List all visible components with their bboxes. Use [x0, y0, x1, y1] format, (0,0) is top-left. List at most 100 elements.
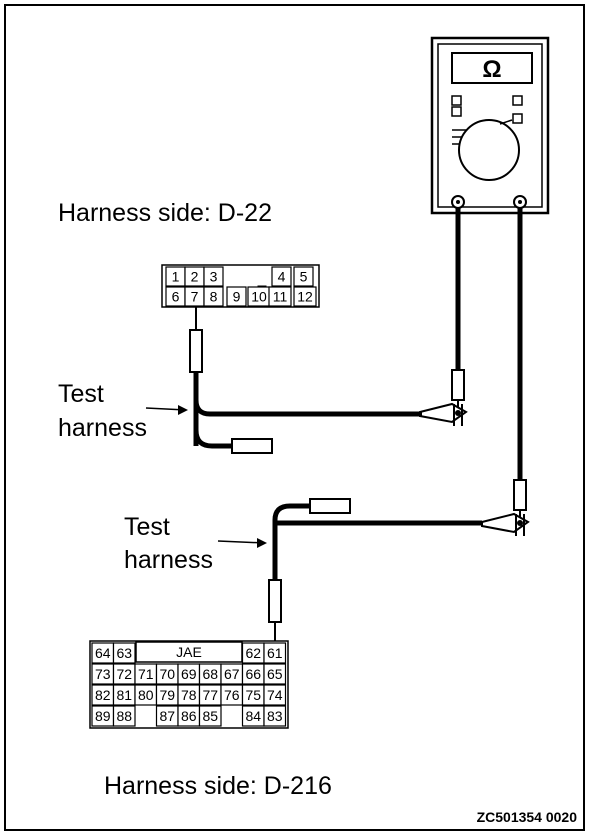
- connector-d216-pin: 65: [263, 663, 287, 685]
- connector-d216-pin: 77: [198, 684, 222, 706]
- connector-d216-pin: 66: [241, 663, 265, 685]
- svg-text:83: 83: [267, 708, 283, 724]
- meter-button[interactable]: [451, 95, 462, 106]
- svg-text:1: 1: [172, 269, 180, 285]
- figure-code: ZC501354 0020: [477, 809, 578, 825]
- svg-text:76: 76: [224, 687, 240, 703]
- meter-button[interactable]: [512, 95, 523, 106]
- svg-text:62: 62: [245, 645, 261, 661]
- svg-text:77: 77: [202, 687, 218, 703]
- svg-text:7: 7: [191, 289, 199, 305]
- diagram-frame: [4, 4, 585, 831]
- connector-d216-pin: 88: [112, 705, 136, 727]
- connector-d22-pin: 4: [271, 266, 292, 287]
- svg-text:69: 69: [181, 666, 197, 682]
- harness-side-label-bottom: Harness side: D-216: [104, 772, 332, 800]
- test-harness-label-top-line2: harness: [58, 414, 147, 442]
- svg-text:88: 88: [116, 708, 132, 724]
- connector-d22-pin: 12: [293, 286, 317, 307]
- svg-text:82: 82: [95, 687, 111, 703]
- svg-text:89: 89: [95, 708, 111, 724]
- harness-side-label-top: Harness side: D-22: [58, 199, 272, 227]
- test-harness-bottom: [217, 498, 482, 646]
- connector-brand: JAE: [176, 644, 202, 660]
- connector-d216-pin: 73: [91, 663, 115, 685]
- svg-text:86: 86: [181, 708, 197, 724]
- connector-d216-pin: 62: [241, 642, 265, 664]
- svg-text:3: 3: [210, 269, 218, 285]
- svg-text:80: 80: [138, 687, 154, 703]
- svg-text:11: 11: [273, 289, 288, 305]
- connector-d216-pin: 85: [198, 705, 222, 727]
- connector-d216-pin: 64: [91, 642, 115, 664]
- connector-d22-pin: 7: [184, 286, 205, 307]
- svg-text:65: 65: [267, 666, 283, 682]
- svg-text:61: 61: [267, 645, 283, 661]
- connector-d216-pin: 78: [177, 684, 201, 706]
- connector-d216-pin: 75: [241, 684, 265, 706]
- svg-text:67: 67: [224, 666, 240, 682]
- svg-text:74: 74: [267, 687, 283, 703]
- connector-d216-pin: 84: [241, 705, 265, 727]
- connector-d216-pin: 71: [134, 663, 158, 685]
- connector-d216-pin: 74: [263, 684, 287, 706]
- connector-d216-pin: 82: [91, 684, 115, 706]
- test-harness-label-bottom-line1: Test: [124, 513, 170, 541]
- svg-text:85: 85: [202, 708, 218, 724]
- connector-d216-pin: 70: [155, 663, 179, 685]
- svg-text:4: 4: [278, 269, 286, 285]
- svg-text:12: 12: [297, 289, 313, 305]
- svg-text:87: 87: [159, 708, 175, 724]
- svg-text:84: 84: [245, 708, 261, 724]
- svg-text:2: 2: [191, 269, 199, 285]
- connector-d216-pin: 61: [263, 642, 287, 664]
- multimeter: Ω: [430, 36, 550, 215]
- ohm-symbol: Ω: [482, 56, 501, 83]
- connector-d22-pin: 3: [203, 266, 224, 287]
- connector-d216-pin: 68: [198, 663, 222, 685]
- svg-text:71: 71: [138, 666, 154, 682]
- connector-d216-pin: 86: [177, 705, 201, 727]
- svg-text:81: 81: [116, 687, 132, 703]
- connector-d22-pin: 9: [226, 286, 247, 307]
- meter-leads: [451, 208, 527, 518]
- meter-button[interactable]: [451, 106, 462, 117]
- connector-d216-pin: 80: [134, 684, 158, 706]
- connector-d22-pin: 6: [165, 286, 186, 307]
- connector-d216-pin: 63: [112, 642, 136, 664]
- svg-text:6: 6: [172, 289, 180, 305]
- svg-text:75: 75: [245, 687, 261, 703]
- connector-d22-pin: 10: [247, 286, 271, 307]
- meter-button[interactable]: [512, 113, 523, 124]
- test-harness-label-top-line1: Test: [58, 380, 104, 408]
- selector-dial-icon[interactable]: [458, 119, 520, 181]
- connector-d216-pins: 64 63 62 61 73 72 71 70 69 68 67 66 65 82 81 80 79 78 77 76…: [91, 642, 287, 727]
- svg-text:70: 70: [159, 666, 175, 682]
- connector-d216-pin: 69: [177, 663, 201, 685]
- svg-text:73: 73: [95, 666, 111, 682]
- connector-d216-pin: 72: [112, 663, 136, 685]
- test-harness-top: [145, 305, 422, 454]
- svg-text:79: 79: [159, 687, 175, 703]
- svg-text:9: 9: [233, 289, 241, 305]
- alligator-clip-icon: [419, 402, 468, 426]
- svg-text:64: 64: [95, 645, 111, 661]
- connector-d216-pin: 87: [155, 705, 179, 727]
- connector-d216-pin: 76: [220, 684, 244, 706]
- alligator-clip-icon: [481, 512, 530, 536]
- connector-d216-pin: 79: [155, 684, 179, 706]
- connector-d216-pin: 83: [263, 705, 287, 727]
- connector-d22-pin: 11: [268, 286, 292, 307]
- connector-d216-pin: 89: [91, 705, 115, 727]
- test-harness-label-bottom-line2: harness: [124, 546, 213, 574]
- connector-d22-pins: 1 2 3 4 56 7 8 9 10 11 12: [165, 266, 317, 307]
- svg-text:10: 10: [251, 289, 267, 305]
- connector-d216-pin: 67: [220, 663, 244, 685]
- connector-d216-pin: 81: [112, 684, 136, 706]
- connector-d22-pin: 8: [203, 286, 224, 307]
- svg-text:5: 5: [300, 269, 308, 285]
- connector-d22-pin: 5: [293, 266, 314, 287]
- svg-text:72: 72: [116, 666, 132, 682]
- connector-d22-pin: 1: [165, 266, 186, 287]
